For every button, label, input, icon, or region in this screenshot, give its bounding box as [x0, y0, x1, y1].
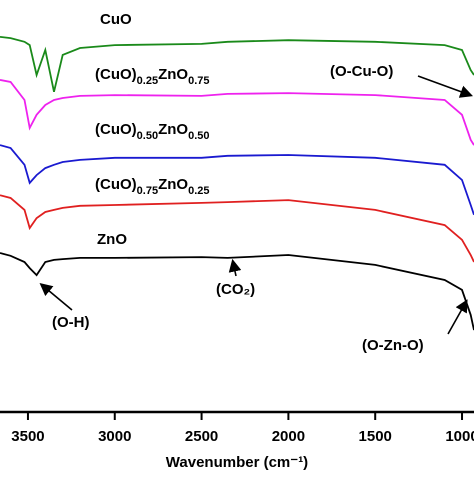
x-tick-label: 1000	[445, 428, 474, 445]
x-tick-label: 2000	[272, 428, 305, 445]
series-label: ZnO	[97, 231, 127, 248]
spectrum-line	[0, 144, 474, 216]
annotation: (O-H)	[52, 314, 90, 331]
series-label: (CuO)0.25ZnO0.75	[95, 66, 210, 87]
series-label: (CuO)0.50ZnO0.50	[95, 121, 210, 142]
series-label: CuO	[100, 11, 132, 28]
x-tick-label: 1500	[359, 428, 392, 445]
x-tick-label: 3500	[11, 428, 44, 445]
series-label: (CuO)0.75ZnO0.25	[95, 176, 210, 197]
x-tick-label: 2500	[185, 428, 218, 445]
spectrum-line	[0, 194, 474, 263]
spectrum-line	[0, 252, 474, 331]
annotation: (O-Cu-O)	[330, 63, 393, 80]
spectrum-line	[0, 36, 474, 93]
x-tick-label: 3000	[98, 428, 131, 445]
arrows	[39, 75, 474, 335]
annotation: (O-Zn-O)	[362, 337, 424, 354]
annotation: (CO₂)	[216, 281, 255, 298]
x-axis-label: Wavenumber (cm⁻¹)	[166, 454, 308, 471]
spectrum-line	[0, 79, 474, 146]
